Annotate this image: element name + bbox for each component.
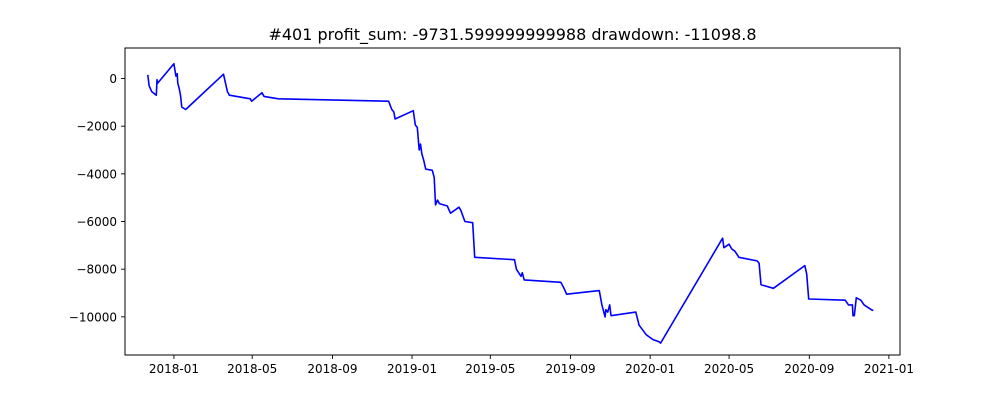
plot-area: [147, 62, 874, 344]
chart-title: #401 profit_sum: -9731.599999999988 draw…: [268, 25, 756, 45]
series-line-1: [147, 62, 874, 344]
x-axis-ticks: 2018-01 2018-05 2018-09 2019-01 2019-05 2019-…: [149, 355, 914, 376]
plot-frame: [124, 47, 901, 356]
x-tick-label: 2019-01: [387, 362, 437, 376]
x-tick-label: 2019-05: [465, 362, 515, 376]
y-tick-label: −6000: [76, 215, 117, 229]
y-tick-label: −4000: [76, 167, 117, 181]
x-tick-label: 2021-01: [864, 362, 914, 376]
x-tick-label: 2020-09: [784, 362, 834, 376]
x-tick-label: 2018-01: [149, 362, 199, 376]
x-tick-label: 2019-09: [545, 362, 595, 376]
y-axis-ticks: 0 −2000 −4000 −6000 −8000 −10000: [69, 72, 125, 324]
x-tick-label: 2020-01: [625, 362, 675, 376]
y-tick-label: −10000: [69, 310, 117, 324]
x-tick-label: 2018-05: [227, 362, 277, 376]
y-tick-label: −2000: [76, 120, 117, 134]
x-tick-label: 2018-09: [307, 362, 357, 376]
y-tick-label: 0: [109, 72, 117, 86]
y-tick-label: −8000: [76, 263, 117, 277]
x-tick-label: 2020-05: [704, 362, 754, 376]
